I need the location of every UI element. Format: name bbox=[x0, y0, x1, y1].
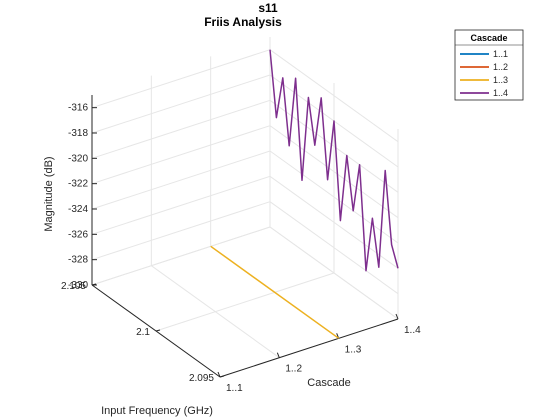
grid-line bbox=[91, 201, 271, 261]
tick-labels: -330 -328 -326 -324 -322 -320 -318 -316 2.095 2.1… bbox=[61, 103, 421, 394]
grid-line bbox=[91, 74, 271, 134]
legend-label: 1..2 bbox=[493, 62, 508, 72]
y-tick-label: 1..2 bbox=[285, 364, 302, 375]
y-tick-mark bbox=[276, 352, 280, 358]
grid-line bbox=[155, 272, 335, 332]
z-tick-label: -320 bbox=[68, 153, 88, 164]
z-tick-label: -326 bbox=[68, 229, 88, 240]
chart-title: s11 bbox=[258, 1, 278, 15]
grid-line bbox=[91, 49, 271, 109]
legend-title: Cascade bbox=[470, 33, 507, 43]
legend-label: 1..3 bbox=[493, 75, 508, 85]
x-tick-label: 2.095 bbox=[189, 373, 214, 384]
y-tick-label: 1..3 bbox=[345, 344, 362, 355]
z-tick-label: -316 bbox=[68, 103, 88, 114]
grid-line bbox=[91, 150, 271, 210]
y-tick-mark bbox=[395, 313, 399, 320]
legend-label: 1..1 bbox=[493, 49, 508, 59]
x-tick-mark bbox=[91, 283, 97, 286]
x-tick-label: 2.1 bbox=[136, 327, 150, 338]
z-tick-label: -330 bbox=[68, 280, 88, 291]
y-tick-label: 1..4 bbox=[404, 325, 421, 336]
grid-line bbox=[91, 226, 271, 286]
y-axis-line bbox=[219, 318, 399, 378]
grid-line bbox=[91, 99, 271, 159]
z-tick-label: -318 bbox=[68, 128, 88, 139]
z-tick-label: -328 bbox=[68, 255, 88, 266]
series-line-1--4 bbox=[269, 49, 399, 272]
x-tick-mark bbox=[155, 329, 161, 332]
series-line-1--3 bbox=[210, 245, 340, 339]
z-axis-label: Magnitude (dB) bbox=[43, 156, 55, 231]
y-tick-label: 1..1 bbox=[226, 383, 243, 394]
y-axis-label: Cascade bbox=[307, 377, 350, 389]
axes bbox=[91, 95, 399, 378]
chart-subtitle: Friis Analysis bbox=[204, 15, 282, 29]
x-tick-mark bbox=[219, 375, 225, 378]
legend-label: 1..4 bbox=[493, 88, 508, 98]
legend[interactable]: Cascade 1..1 1..2 1..3 1..4 bbox=[454, 29, 524, 101]
plot-area bbox=[210, 49, 399, 339]
legend-box bbox=[454, 29, 524, 101]
z-tick-label: -324 bbox=[68, 204, 88, 215]
y-tick-mark bbox=[217, 371, 221, 378]
x-axis-label: Input Frequency (GHz) bbox=[101, 405, 213, 417]
grid-line bbox=[91, 125, 271, 185]
z-tick-label: -322 bbox=[68, 179, 88, 190]
grid-line bbox=[91, 175, 271, 235]
x-tick-label: 2.105 bbox=[61, 281, 86, 292]
